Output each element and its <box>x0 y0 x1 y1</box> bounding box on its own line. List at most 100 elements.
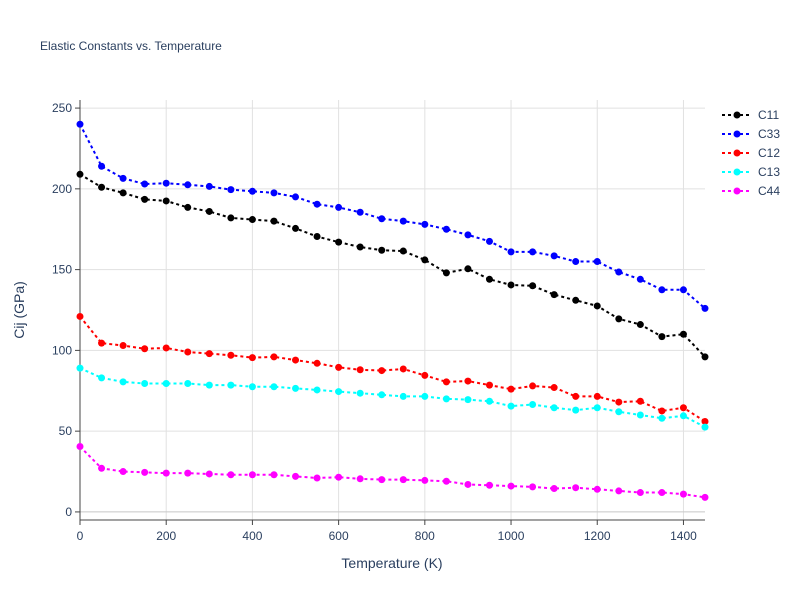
data-point[interactable] <box>593 404 601 412</box>
legend-item-c12[interactable]: C12 <box>722 146 780 160</box>
data-point[interactable] <box>399 392 407 400</box>
data-point[interactable] <box>399 476 407 484</box>
data-point[interactable] <box>227 351 235 359</box>
data-point[interactable] <box>701 304 709 312</box>
data-point[interactable] <box>636 411 644 419</box>
data-point[interactable] <box>292 356 300 364</box>
data-point[interactable] <box>270 353 278 361</box>
data-point[interactable] <box>184 380 192 387</box>
data-point[interactable] <box>205 182 213 190</box>
data-point[interactable] <box>442 225 450 233</box>
data-point[interactable] <box>529 248 537 256</box>
data-point[interactable] <box>162 469 170 477</box>
data-point[interactable] <box>270 471 278 479</box>
data-point[interactable] <box>162 179 170 187</box>
data-point[interactable] <box>248 383 256 391</box>
data-point[interactable] <box>399 247 407 255</box>
data-point[interactable] <box>184 203 192 211</box>
data-point[interactable] <box>227 471 235 479</box>
data-point[interactable] <box>119 378 127 386</box>
data-point[interactable] <box>227 381 235 389</box>
data-point[interactable] <box>464 480 472 488</box>
data-point[interactable] <box>141 180 149 188</box>
data-point[interactable] <box>529 382 537 390</box>
data-point[interactable] <box>658 407 666 415</box>
data-point[interactable] <box>421 371 429 379</box>
data-point[interactable] <box>292 193 300 201</box>
data-point[interactable] <box>636 275 644 283</box>
data-point[interactable] <box>98 339 106 347</box>
legend-item-c11[interactable]: C11 <box>722 108 779 122</box>
data-point[interactable] <box>529 483 537 491</box>
data-point[interactable] <box>248 187 256 195</box>
data-point[interactable] <box>184 348 192 356</box>
data-point[interactable] <box>378 367 386 375</box>
data-point[interactable] <box>76 312 84 320</box>
data-point[interactable] <box>485 381 493 389</box>
data-point[interactable] <box>162 380 170 387</box>
data-point[interactable] <box>572 484 580 492</box>
data-point[interactable] <box>593 302 601 310</box>
data-point[interactable] <box>615 315 623 323</box>
data-point[interactable] <box>313 474 321 482</box>
data-point[interactable] <box>205 350 213 358</box>
data-point[interactable] <box>313 233 321 240</box>
data-point[interactable] <box>507 402 515 410</box>
data-point[interactable] <box>550 384 558 392</box>
data-point[interactable] <box>356 389 364 397</box>
data-point[interactable] <box>205 381 213 389</box>
data-point[interactable] <box>378 391 386 399</box>
data-point[interactable] <box>464 231 472 239</box>
data-point[interactable] <box>550 485 558 492</box>
data-point[interactable] <box>335 363 343 371</box>
data-point[interactable] <box>292 224 300 232</box>
data-point[interactable] <box>658 333 666 341</box>
data-point[interactable] <box>529 401 537 408</box>
data-point[interactable] <box>76 170 84 178</box>
data-point[interactable] <box>98 374 106 382</box>
data-point[interactable] <box>98 183 106 191</box>
data-point[interactable] <box>529 282 537 290</box>
data-point[interactable] <box>248 471 256 479</box>
data-point[interactable] <box>701 423 709 431</box>
data-point[interactable] <box>227 186 235 194</box>
data-point[interactable] <box>313 200 321 208</box>
data-point[interactable] <box>76 443 84 450</box>
data-point[interactable] <box>184 469 192 477</box>
data-point[interactable] <box>572 258 580 266</box>
data-point[interactable] <box>141 195 149 203</box>
legend[interactable]: C11 C33 C12 C13 C44 <box>722 108 780 198</box>
data-point[interactable] <box>313 386 321 394</box>
data-point[interactable] <box>701 417 709 425</box>
data-point[interactable] <box>248 354 256 362</box>
data-point[interactable] <box>593 392 601 400</box>
data-point[interactable] <box>421 392 429 400</box>
data-point[interactable] <box>421 476 429 484</box>
data-point[interactable] <box>507 248 515 256</box>
data-point[interactable] <box>485 397 493 405</box>
data-point[interactable] <box>356 475 364 483</box>
data-point[interactable] <box>421 256 429 264</box>
data-point[interactable] <box>572 406 580 414</box>
data-point[interactable] <box>98 464 106 472</box>
data-point[interactable] <box>292 384 300 392</box>
data-point[interactable] <box>485 481 493 489</box>
data-point[interactable] <box>507 482 515 490</box>
data-point[interactable] <box>442 269 450 277</box>
data-point[interactable] <box>658 489 666 497</box>
data-point[interactable] <box>421 220 429 228</box>
data-point[interactable] <box>119 174 127 182</box>
data-point[interactable] <box>313 359 321 367</box>
data-point[interactable] <box>550 252 558 260</box>
data-point[interactable] <box>636 321 644 329</box>
legend-item-c13[interactable]: C13 <box>722 165 780 179</box>
data-point[interactable] <box>615 398 623 406</box>
data-point[interactable] <box>335 238 343 246</box>
data-point[interactable] <box>76 120 84 128</box>
data-point[interactable] <box>356 243 364 251</box>
data-point[interactable] <box>658 414 666 422</box>
data-point[interactable] <box>464 377 472 385</box>
data-point[interactable] <box>572 392 580 400</box>
data-point[interactable] <box>270 189 278 197</box>
data-point[interactable] <box>485 237 493 245</box>
